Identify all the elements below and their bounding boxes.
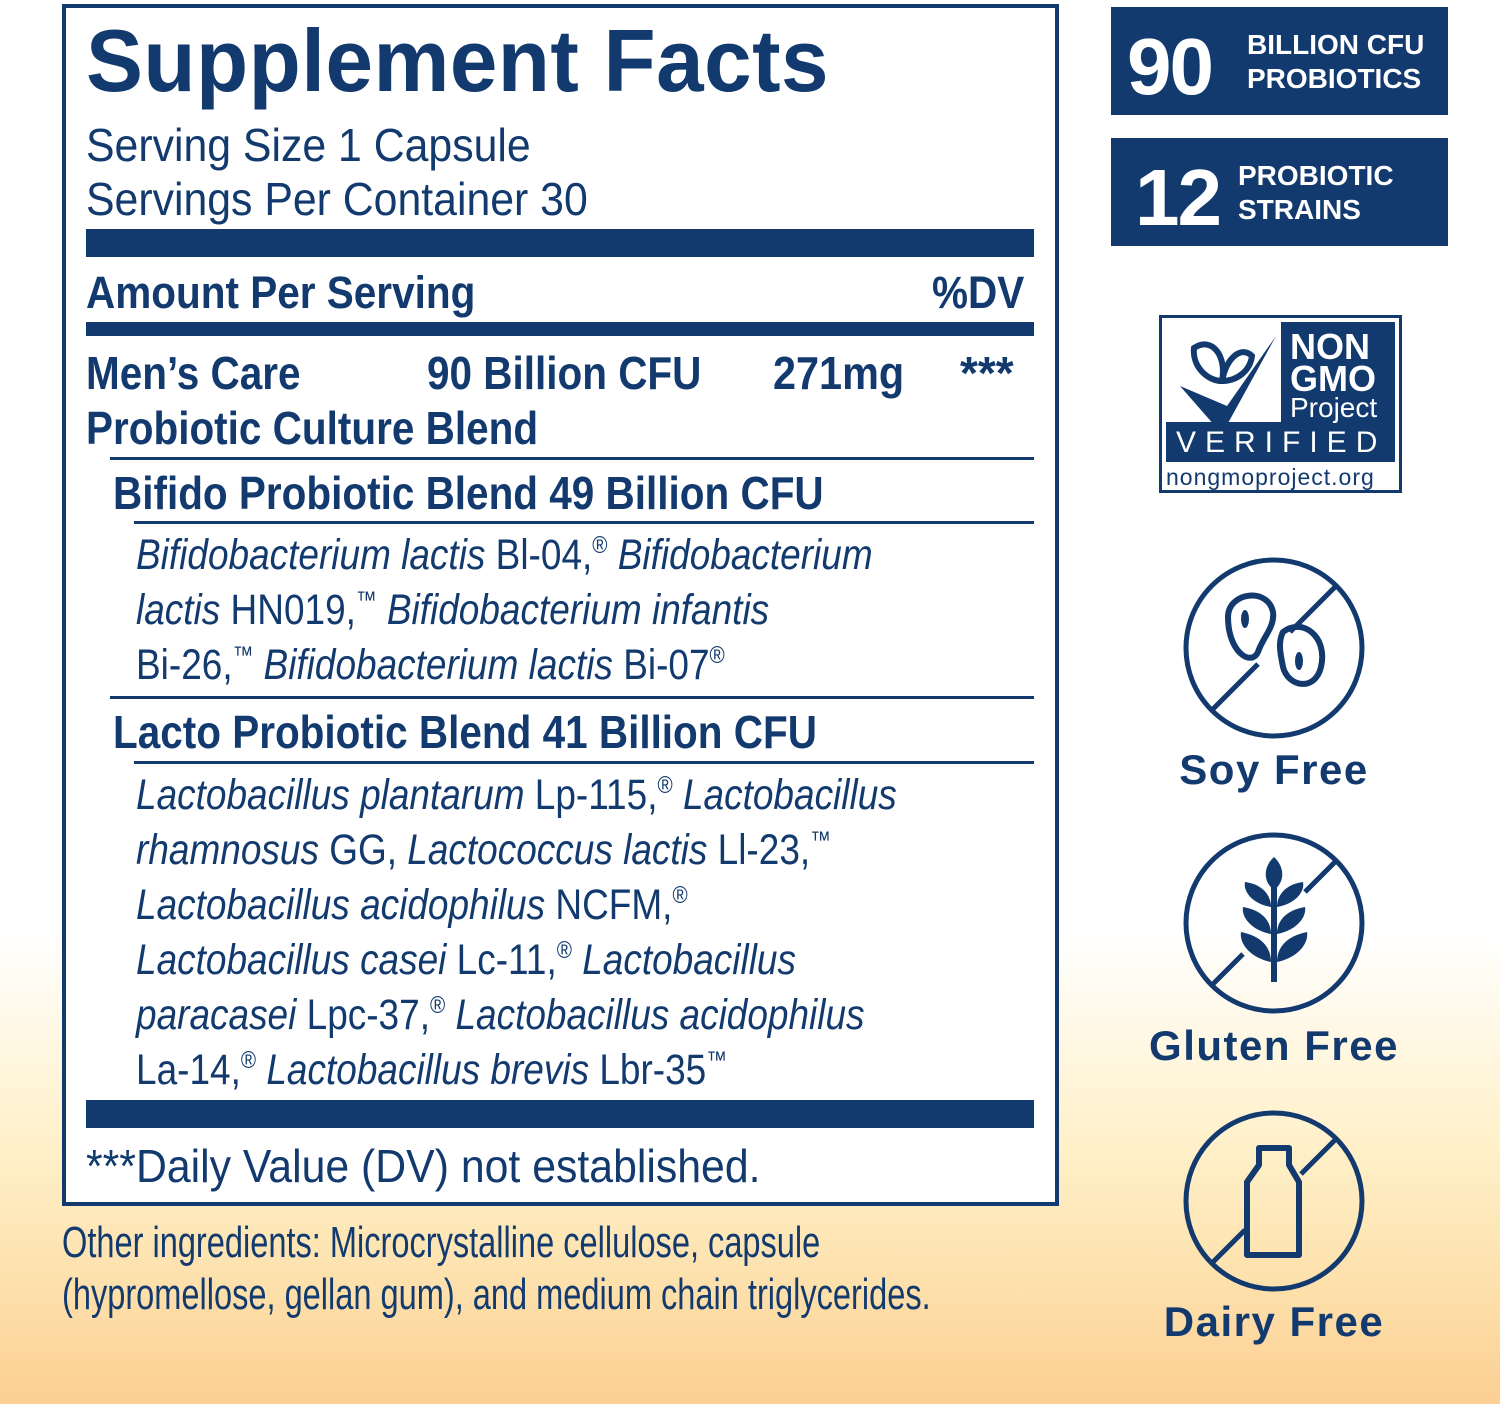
butterfly-check-icon [1180,336,1276,434]
divider [134,521,1034,524]
other-ingredients: Other ingredients: Microcrystalline cell… [62,1218,821,1267]
serving-size: Serving Size 1 Capsule [86,119,531,171]
trademark-mark: ® [592,532,608,559]
strain-code: NCFM, [545,881,673,929]
species-name: Lactobacillus acidophilus [136,881,546,929]
amount-per-serving-header: Amount Per Serving [86,267,476,318]
species-name: paracasei [136,991,297,1039]
strain-line: Bifidobacterium lactis Bl-04,® Bifidobac… [136,534,873,577]
badge-number: 90 [1127,22,1214,111]
strain-code: Lpc-37, [296,991,430,1039]
species-name: Bifidobacterium lactis [253,641,613,689]
species-name: Lactobacillus [672,771,897,819]
species-name: Lactobacillus acidophilus [445,991,865,1039]
trademark-mark: ® [556,937,572,964]
divider [110,696,1034,699]
strain-line: Lactobacillus casei Lc-11,® Lactobacillu… [136,939,796,982]
non-gmo-url: nongmoproject.org [1166,464,1375,490]
strain-code: La-14, [136,1046,241,1094]
species-name: Lactococcus lactis [407,826,708,874]
divider [134,761,1034,764]
gluten-free-icon [1183,832,1365,1014]
non-gmo-logo: NON GMO Project VERIFIED nongmoproject.o… [1159,315,1402,493]
medium-divider [86,322,1034,336]
species-name: Lactobacillus plantarum [136,771,525,819]
cfu-badge: 90 BILLION CFU PROBIOTICS [1111,7,1448,115]
non-gmo-verified: VERIFIED [1176,426,1387,459]
strain-code: Lp-115, [524,771,658,819]
badge-line2: PROBIOTICS [1247,63,1422,94]
dairy-free-label: Dairy Free [1163,1298,1385,1345]
strain-line: La-14,® Lactobacillus brevis Lbr-35™ [136,1049,727,1092]
blend-name: Men’s Care [86,347,301,399]
strain-code: Lbr-35 [589,1046,707,1094]
non-gmo-line2: GMO [1290,358,1376,399]
trademark-mark: ® [672,882,688,909]
species-name: Lactobacillus brevis [256,1046,590,1094]
other-ingredients-line2: (hypromellose, gellan gum), and medium c… [62,1270,931,1319]
strain-line: Lactobacillus acidophilus NCFM,® [136,884,688,927]
soy-free-label: Soy Free [1179,746,1369,793]
non-gmo-line3: Project [1290,392,1378,423]
gluten-free-label: Gluten Free [1149,1022,1399,1069]
strain-line: Bi-26,™ Bifidobacterium lactis Bi-07® [136,644,725,687]
species-name: lactis [136,586,221,634]
strain-code: Lc-11, [446,936,557,984]
strain-line: lactis HN019,™ Bifidobacterium infantis [136,589,769,632]
species-name: Bifidobacterium infantis [376,586,770,634]
badge-number: 12 [1135,153,1222,242]
soy-free-icon [1183,557,1365,739]
strain-line: paracasei Lpc-37,® Lactobacillus acidoph… [136,994,865,1037]
thick-divider [86,1100,1034,1128]
trademark-mark: ® [240,1047,257,1074]
trademark-mark: ™ [232,642,254,669]
strain-code: GG, [318,826,408,874]
species-name: rhamnosus [136,826,319,874]
dv-footnote: ***Daily Value (DV) not established. [86,1140,761,1192]
non-gmo-line1: NON [1290,326,1370,367]
bifido-heading: Bifido Probiotic Blend 49 Billion CFU [113,467,824,519]
blend-name-line2: Probiotic Culture Blend [86,402,539,454]
strain-code: Bl-04, [485,531,593,579]
dv-header: %DV [932,267,1025,318]
supplement-facts-panel [62,4,1059,1206]
trademark-mark: ® [657,772,673,799]
lacto-heading: Lacto Probiotic Blend 41 Billion CFU [113,706,817,758]
trademark-mark: ™ [706,1047,727,1074]
badge-line2: STRAINS [1238,194,1361,225]
strain-line: Lactobacillus plantarum Lp-115,® Lactoba… [136,774,897,817]
strain-code: Ll-23, [707,826,811,874]
badge-line1: BILLION CFU [1247,29,1425,60]
blend-cfu: 90 Billion CFU [427,347,702,399]
strains-badge: 12 PROBIOTIC STRAINS [1111,138,1448,246]
species-name: Bifidobacterium lactis [136,531,486,579]
species-name: Lactobacillus [571,936,796,984]
dairy-free-icon [1183,1110,1365,1292]
trademark-mark: ® [709,642,725,669]
badge-line1: PROBIOTIC [1238,160,1394,191]
strain-code: Bi-07 [612,641,710,689]
blend-dv: *** [960,347,1014,399]
trademark-mark: ™ [810,827,831,854]
strain-code: Bi-26, [136,641,233,689]
trademark-mark: ® [429,992,446,1019]
species-name: Lactobacillus casei [136,936,447,984]
thick-divider [86,229,1034,257]
trademark-mark: ™ [355,587,377,614]
strain-code: HN019, [220,586,356,634]
facts-title: Supplement Facts [86,11,829,110]
blend-amount: 271mg [773,347,905,399]
divider [110,457,1034,460]
species-name: Bifidobacterium [607,531,873,579]
strain-line: rhamnosus GG, Lactococcus lactis Ll-23,™ [136,829,831,872]
servings-per-container: Servings Per Container 30 [86,173,588,225]
